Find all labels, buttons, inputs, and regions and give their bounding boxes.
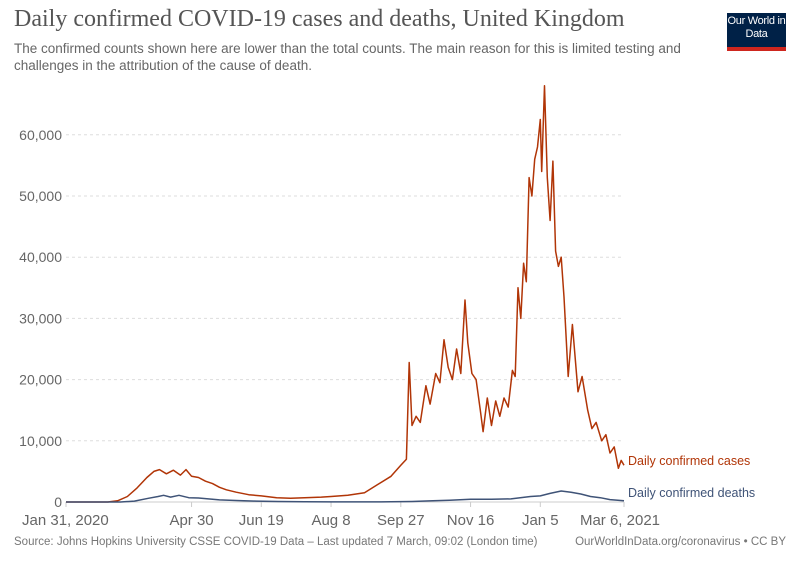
chart-title: Daily confirmed COVID-19 cases and death… [14,6,625,32]
y-tick-label: 60,000 [19,127,62,143]
y-tick-label: 50,000 [19,188,62,204]
license-link[interactable]: OurWorldInData.org/coronavirus • CC BY [575,536,786,548]
x-tick-label: Jan 31, 2020 [22,512,109,529]
x-tick-label: Sep 27 [377,512,425,529]
x-tick-label: Jan 5 [522,512,559,529]
series-line-cases [66,85,625,503]
x-tick-label: Apr 30 [169,512,213,529]
x-tick-label: Jun 19 [239,512,284,529]
y-tick-label: 0 [54,494,62,510]
series-line-deaths [66,490,625,503]
x-tick-label: Mar 6, 2021 [580,512,660,529]
x-tick-label: Nov 16 [447,512,495,529]
y-tick-label: 10,000 [19,433,62,449]
x-tick-label: Aug 8 [311,512,350,529]
series-label-deaths: Daily confirmed deaths [628,486,755,500]
y-tick-label: 40,000 [19,249,62,265]
series-label-cases: Daily confirmed cases [628,454,750,468]
y-tick-label: 20,000 [19,372,62,388]
chart-subtitle: The confirmed counts shown here are lowe… [14,41,681,73]
owid-logo[interactable]: Our World in Data [727,13,786,51]
source-note[interactable]: Source: Johns Hopkins University CSSE CO… [14,536,538,548]
y-tick-label: 30,000 [19,310,62,326]
